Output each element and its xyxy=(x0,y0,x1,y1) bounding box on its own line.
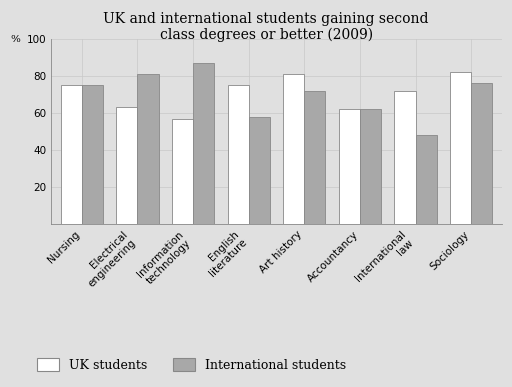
Bar xyxy=(227,85,249,224)
Bar xyxy=(304,91,326,224)
Bar xyxy=(394,91,416,224)
Text: %: % xyxy=(10,35,20,44)
Bar xyxy=(360,109,381,224)
Bar xyxy=(82,85,103,224)
Bar xyxy=(116,108,137,224)
Bar xyxy=(60,85,82,224)
Bar xyxy=(249,117,270,224)
Bar xyxy=(137,74,159,224)
Text: UK and international students gaining second
class degrees or better (2009): UK and international students gaining se… xyxy=(103,12,429,42)
Bar xyxy=(339,109,360,224)
Bar xyxy=(471,83,493,224)
Bar xyxy=(416,135,437,224)
Bar xyxy=(450,72,471,224)
Bar xyxy=(283,74,304,224)
Bar xyxy=(193,63,214,224)
Legend: UK students, International students: UK students, International students xyxy=(32,353,351,377)
Bar xyxy=(172,118,193,224)
